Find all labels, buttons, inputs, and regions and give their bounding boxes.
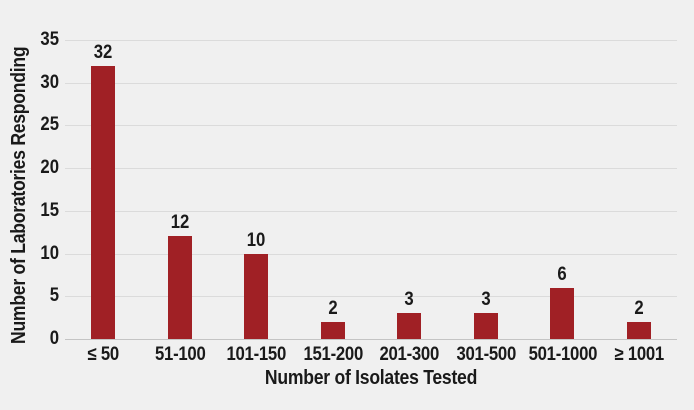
- bar-value-label: 2: [328, 297, 338, 319]
- bar-value-label: 6: [557, 263, 567, 285]
- bar: [473, 313, 498, 339]
- x-axis-title: Number of Isolates Tested: [264, 367, 478, 389]
- bar-value-label: 2: [634, 297, 644, 319]
- x-axis-line: [65, 339, 677, 340]
- gridline: [65, 253, 677, 255]
- y-tick-label: 30: [40, 71, 59, 93]
- x-tick-label: 101-150: [226, 344, 287, 365]
- bar-value-label: 32: [93, 41, 113, 63]
- y-tick-label: 20: [40, 157, 59, 179]
- bar: [91, 65, 116, 339]
- bar: [244, 253, 269, 339]
- bar-value-label: 12: [170, 212, 190, 234]
- x-tick-label: 151-200: [302, 344, 363, 365]
- gridline: [65, 82, 677, 84]
- bar: [320, 321, 345, 339]
- y-tick-label: 10: [40, 242, 59, 264]
- x-tick-label: 201-300: [379, 344, 440, 365]
- y-tick-label: 5: [49, 285, 59, 307]
- x-tick-label: 51-100: [154, 344, 206, 365]
- gridline: [65, 40, 677, 41]
- gridline: [65, 210, 677, 212]
- bar: [397, 313, 422, 339]
- y-tick-label: 15: [40, 199, 59, 221]
- y-tick-label: 25: [40, 114, 59, 136]
- x-tick-label: ≥ 1001: [614, 344, 664, 365]
- gridline: [65, 296, 677, 298]
- bar-value-label: 3: [404, 289, 414, 311]
- y-tick-label: 0: [49, 328, 59, 349]
- gridline: [65, 125, 677, 127]
- bar: [550, 287, 575, 339]
- bar: [167, 236, 192, 339]
- plot-area: 32 12 10 2 3 3 6 2 ≤ 50 51-100 101-150 151-200 201-…: [65, 40, 677, 365]
- x-tick-label: ≤ 50: [87, 344, 120, 365]
- x-tick-label: 501-1000: [528, 344, 598, 365]
- bar: [626, 321, 651, 339]
- gridline: [65, 168, 677, 170]
- y-tick-label: 35: [40, 29, 59, 50]
- x-tick-label: 301-500: [455, 344, 516, 365]
- bar-value-label: 3: [481, 289, 491, 311]
- bar-value-label: 10: [246, 229, 266, 251]
